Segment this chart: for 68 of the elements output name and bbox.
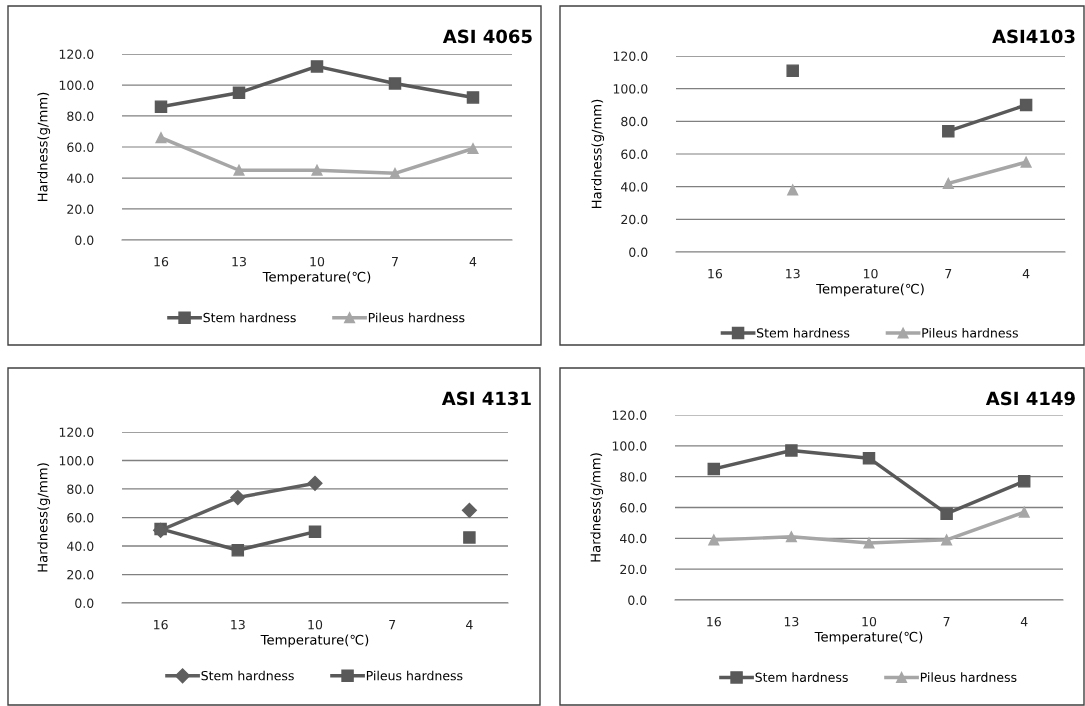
y-tick-label: 40.0	[67, 541, 94, 551]
y-tick-label: 60.0	[67, 512, 94, 523]
x-tick-label: 16	[708, 268, 723, 279]
legend-label: Pileus hardness	[368, 312, 465, 323]
x-tick-label: 7	[943, 617, 950, 627]
x-axis-title: Temperature(℃)	[814, 631, 923, 645]
legend-label: Stem hardness	[201, 670, 294, 681]
y-tick-label: 20.0	[67, 569, 94, 580]
y-tick-label: 60.0	[67, 142, 94, 152]
x-tick-label: 10	[310, 256, 325, 267]
x-tick-label: 13	[231, 619, 245, 630]
y-tick-label: 80.0	[67, 111, 94, 121]
x-tick-label: 7	[389, 620, 396, 630]
x-tick-label: 7	[945, 269, 952, 279]
legend-label: Stem hardness	[755, 672, 848, 682]
y-tick-label: 60.0	[621, 149, 648, 159]
chart-title: ASI 4149	[985, 391, 1075, 406]
y-axis-title: Hardness(g/mm)	[591, 99, 605, 209]
x-tick-label: 7	[392, 257, 398, 267]
x-tick-label: 10	[862, 616, 877, 627]
x-tick-label: 4	[1020, 617, 1028, 627]
y-tick-label: 80.0	[67, 484, 94, 494]
legend-label: Stem hardness	[757, 327, 850, 338]
y-tick-label: 100.0	[613, 84, 648, 94]
y-tick-label: 120.0	[59, 427, 94, 437]
y-tick-label: 80.0	[621, 116, 648, 127]
y-tick-label: 100.0	[59, 80, 94, 90]
y-axis-title: Hardness(g/mm)	[37, 463, 51, 572]
chart-title: ASI 4131	[441, 391, 531, 406]
x-axis-title: Temperature(℃)	[260, 634, 369, 648]
y-tick-label: 20.0	[620, 564, 647, 575]
x-tick-label: 13	[784, 616, 799, 627]
x-axis-title: Temperature(℃)	[262, 271, 371, 285]
x-tick-label: 4	[1022, 269, 1030, 279]
y-tick-label: 0.0	[75, 235, 94, 245]
x-tick-label: 4	[466, 620, 473, 630]
y-tick-label: 20.0	[621, 214, 648, 225]
legend-label: Pileus hardness	[366, 670, 463, 681]
legend-label: Stem hardness	[203, 312, 296, 323]
x-tick-label: 10	[308, 619, 323, 630]
x-tick-label: 16	[154, 619, 168, 630]
y-tick-label: 80.0	[620, 472, 647, 482]
x-tick-label: 4	[469, 257, 477, 267]
y-axis-title: Hardness(g/mm)	[590, 453, 604, 562]
x-tick-label: 16	[154, 256, 169, 267]
y-axis-title: Hardness(g/mm)	[37, 92, 51, 202]
y-tick-label: 120.0	[59, 49, 94, 59]
y-tick-label: 0.0	[75, 598, 94, 608]
y-tick-label: 100.0	[612, 441, 647, 451]
y-tick-label: 0.0	[628, 595, 647, 605]
y-tick-label: 120.0	[613, 51, 648, 61]
x-tick-label: 16	[707, 616, 721, 627]
chart-title: ASI 4065	[442, 29, 532, 44]
x-tick-label: 13	[232, 256, 246, 267]
y-tick-label: 40.0	[620, 533, 647, 544]
chart-title: ASI4103	[992, 29, 1075, 44]
y-tick-label: 120.0	[612, 410, 647, 420]
y-tick-label: 60.0	[620, 502, 647, 513]
legend-label: Pileus hardness	[922, 327, 1018, 338]
y-tick-label: 0.0	[629, 247, 648, 257]
y-tick-label: 100.0	[59, 455, 94, 466]
x-tick-label: 10	[863, 268, 878, 279]
legend-label: Pileus hardness	[920, 672, 1017, 682]
y-tick-label: 40.0	[67, 173, 94, 183]
x-tick-label: 13	[786, 268, 800, 279]
y-tick-label: 40.0	[621, 182, 648, 192]
x-axis-title: Temperature(℃)	[816, 283, 924, 297]
y-tick-label: 20.0	[67, 204, 94, 214]
